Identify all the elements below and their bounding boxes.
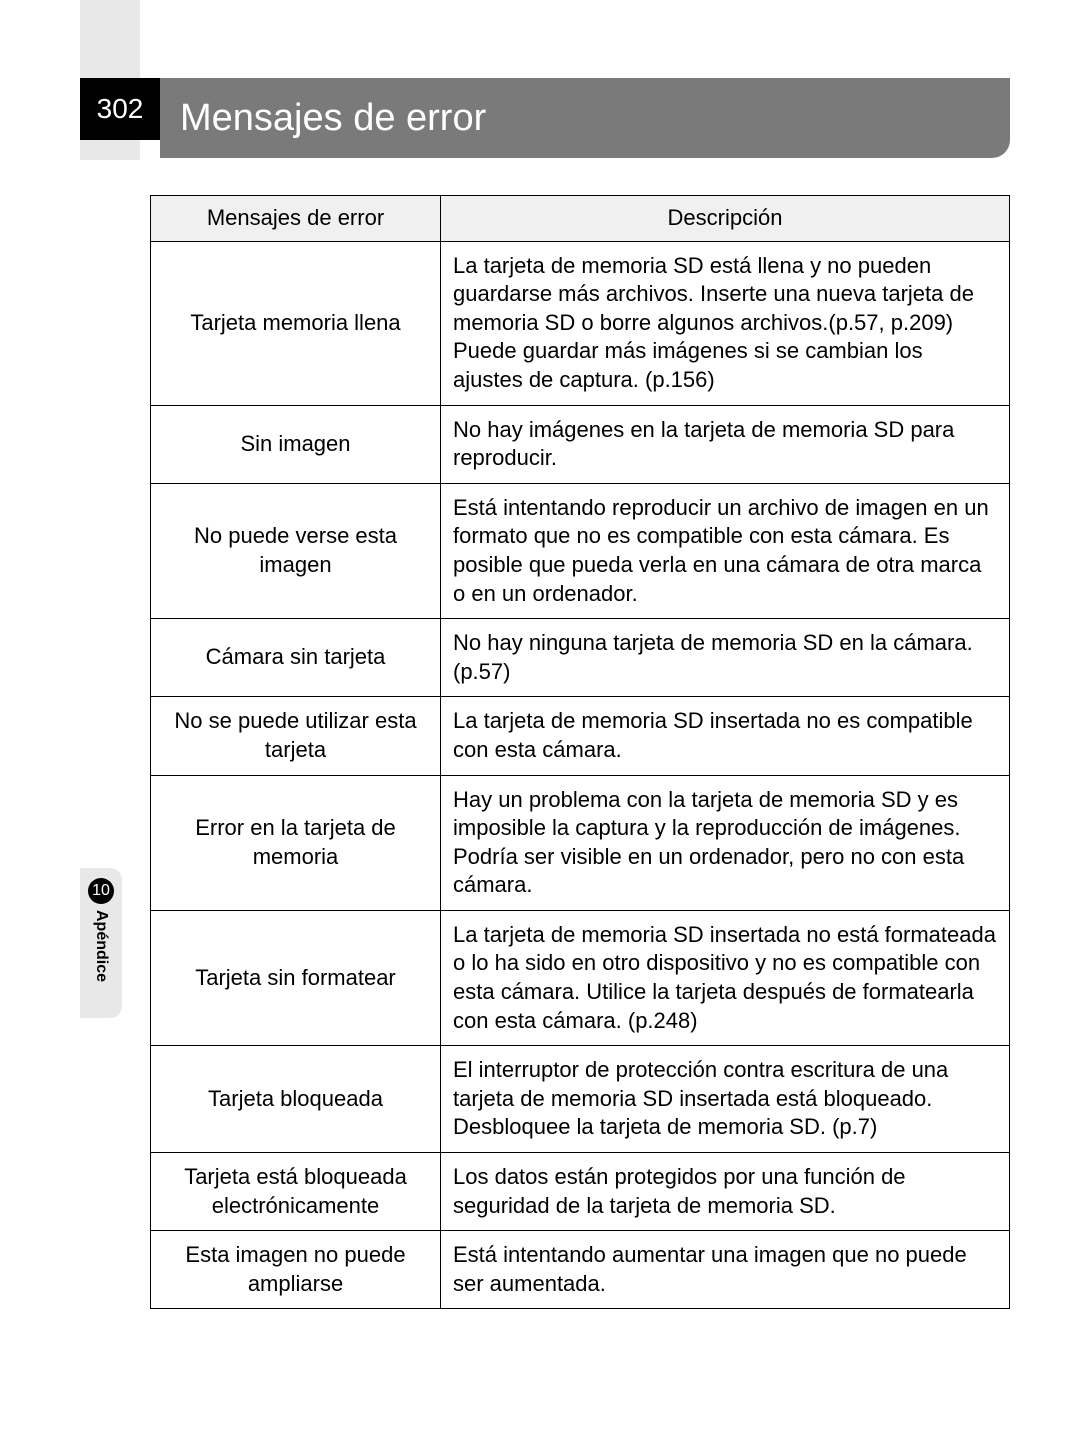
table-row: No puede verse esta imagenEstá intentand… [151, 483, 1010, 618]
error-message-cell: Cámara sin tarjeta [151, 619, 441, 697]
error-message-cell: Tarjeta sin formatear [151, 910, 441, 1045]
page-title: Mensajes de error [180, 97, 486, 140]
error-description-cell: Hay un problema con la tarjeta de memori… [441, 775, 1010, 910]
chapter-number: 10 [92, 882, 110, 900]
error-description-cell: Está intentando aumentar una imagen que … [441, 1231, 1010, 1309]
table-row: Tarjeta sin formatearLa tarjeta de memor… [151, 910, 1010, 1045]
chapter-label: Apéndice [92, 910, 110, 982]
error-message-cell: Tarjeta memoria llena [151, 241, 441, 405]
error-description-cell: La tarjeta de memoria SD insertada no es… [441, 697, 1010, 775]
table-row: Cámara sin tarjetaNo hay ninguna tarjeta… [151, 619, 1010, 697]
column-header-description: Descripción [441, 196, 1010, 242]
error-description-cell: El interruptor de protección contra escr… [441, 1046, 1010, 1153]
chapter-side-tab: 10 Apéndice [80, 868, 122, 1018]
header-bar: Mensajes de error [160, 78, 1010, 158]
table-row: Tarjeta bloqueadaEl interruptor de prote… [151, 1046, 1010, 1153]
table-row: Sin imagenNo hay imágenes en la tarjeta … [151, 405, 1010, 483]
table-row: No se puede utilizar esta tarjetaLa tarj… [151, 697, 1010, 775]
page-number: 302 [80, 78, 160, 140]
error-message-cell: No puede verse esta imagen [151, 483, 441, 618]
error-description-cell: La tarjeta de memoria SD está llena y no… [441, 241, 1010, 405]
error-description-cell: No hay imágenes en la tarjeta de memoria… [441, 405, 1010, 483]
table-row: Tarjeta memoria llenaLa tarjeta de memor… [151, 241, 1010, 405]
error-messages-table: Mensajes de error Descripción Tarjeta me… [150, 195, 1010, 1309]
error-message-cell: Tarjeta está bloqueada electrónicamente [151, 1153, 441, 1231]
error-message-cell: Error en la tarjeta de memoria [151, 775, 441, 910]
error-description-cell: Los datos están protegidos por una funci… [441, 1153, 1010, 1231]
chapter-number-badge: 10 [88, 878, 114, 904]
table-row: Error en la tarjeta de memoriaHay un pro… [151, 775, 1010, 910]
table-row: Tarjeta está bloqueada electrónicamenteL… [151, 1153, 1010, 1231]
error-description-cell: No hay ninguna tarjeta de memoria SD en … [441, 619, 1010, 697]
table-header-row: Mensajes de error Descripción [151, 196, 1010, 242]
column-header-message: Mensajes de error [151, 196, 441, 242]
table-body: Tarjeta memoria llenaLa tarjeta de memor… [151, 241, 1010, 1309]
error-message-cell: Esta imagen no puede ampliarse [151, 1231, 441, 1309]
error-message-cell: Sin imagen [151, 405, 441, 483]
table-row: Esta imagen no puede ampliarseEstá inten… [151, 1231, 1010, 1309]
error-message-cell: Tarjeta bloqueada [151, 1046, 441, 1153]
error-description-cell: Está intentando reproducir un archivo de… [441, 483, 1010, 618]
error-description-cell: La tarjeta de memoria SD insertada no es… [441, 910, 1010, 1045]
page-number-text: 302 [97, 93, 144, 125]
content-area: Mensajes de error Descripción Tarjeta me… [150, 195, 1010, 1309]
error-message-cell: No se puede utilizar esta tarjeta [151, 697, 441, 775]
